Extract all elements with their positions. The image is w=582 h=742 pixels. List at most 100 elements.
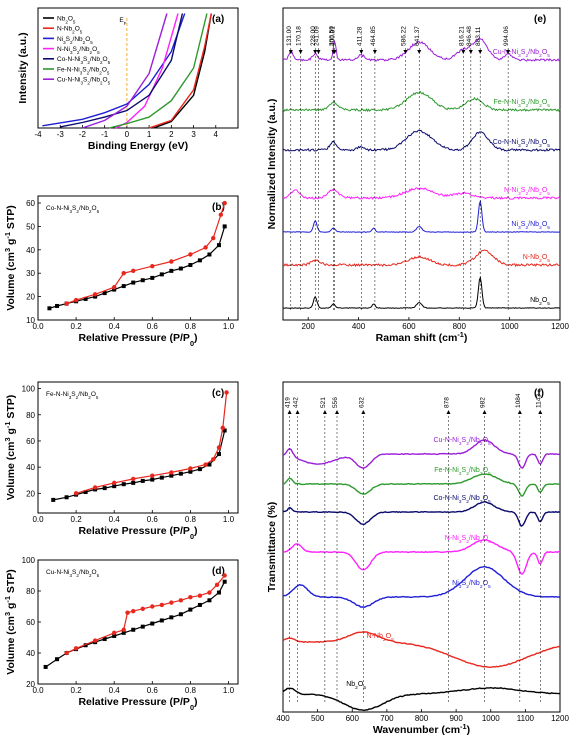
panel-d-tag: (d) [212,566,225,577]
text-span: -1 [3,422,12,429]
text-span: -1 [3,232,12,239]
x-tick-label: 0.0 [32,322,44,331]
text-span: 3 [69,573,72,578]
text-span: 2 [525,191,528,197]
x-tick-label: 0.6 [147,686,159,695]
text-span: Nb [346,681,355,688]
data-point [43,664,48,669]
text-span: Cu-N-Ni [434,437,460,444]
data-point [55,303,60,308]
text-span: 5 [108,80,111,85]
legend-label: Co-N-Ni3S2/Nb2O5 [57,56,111,64]
text-span: 2 [355,685,358,691]
text-span: Fe-N-Ni [434,467,459,474]
text-span: O [103,56,108,63]
panel-d-sample-label: Cu-N-Ni3S2/Nb2O5 [46,569,100,578]
text-span: Relative Pressure (P/P [78,696,189,708]
panel-e-series: Cu-N-Ni3S2/Nb2O5Fe-N-Ni3S2/Nb2O5Co-N-Ni3… [282,37,561,309]
panel-e-tag: (e) [534,14,546,25]
text-span: 5 [363,685,366,691]
text-span: 2 [90,50,93,55]
text-span: ) [194,332,198,344]
text-span: 2 [539,103,542,109]
text-span: E [119,17,124,24]
text-span: 5 [547,143,550,149]
panel-a-x-label: Binding Energy (eV) [88,140,188,152]
data-point [121,627,126,632]
data-point [131,627,136,632]
x-tick-label: -4 [34,130,42,139]
panel-a-tag: (a) [212,14,224,25]
text-span: 5 [391,637,394,643]
x-tick-label: 800 [415,714,429,723]
text-span: Fe-N-Ni [57,66,80,73]
series-line [283,276,561,309]
series-label: Cu-N-Ni3S2/Nb2O5 [434,437,492,447]
text-span: S [462,580,467,587]
text-span: 2 [539,191,542,197]
text-span: N-Nb [367,633,383,640]
series-label: N-Nb2O5 [523,254,551,264]
text-span: Cu-N-Ni [493,49,519,56]
series-label: N-Ni3S2/Nb2O5 [445,535,491,545]
peak-arrow-icon [316,50,321,54]
x-tick-label: 0.2 [71,515,83,524]
data-point [83,490,88,495]
panel-a-y-label: Intensity (a.u.) [17,32,29,103]
data-point [150,604,155,609]
peak-label: 241.09 [314,26,321,46]
peak-arrow-icon [468,50,473,54]
text-span: N-Nb [523,254,539,261]
text-span: 2 [89,573,92,578]
data-point [216,452,221,457]
x-tick-label: 0.4 [109,686,121,695]
data-point [102,291,107,296]
peak-label: 131.00 [286,26,293,46]
panel-c-frame [37,381,239,514]
peak-label: 883.11 [475,26,482,46]
peak-label: 994.06 [503,26,510,46]
text-span: 2 [65,19,68,24]
text-span: /Nb [528,187,539,194]
series-label: Nb2O5 [346,681,366,691]
text-span: O [102,66,107,73]
text-span: Co-N-Ni [46,205,69,212]
legend-label: Ni3S2/Nb2O5 [57,36,93,45]
data-point [218,212,224,217]
y-tick-label: 100 [22,556,36,565]
peak-label: 632 [358,397,365,408]
data-point [222,579,227,584]
text-span: S [83,77,88,84]
text-span: S [521,187,526,194]
peak-label: 464.85 [370,26,377,46]
data-point [112,633,117,638]
legend-label: Cu-N-Ni3S2/Nb2O5 [57,77,111,86]
text-span: 2 [100,60,103,65]
peak-arrow-icon [313,50,318,54]
text-span: S [521,49,526,56]
x-tick-label: 1000 [501,322,519,331]
text-span: O [68,15,73,22]
panel-e-frame [282,7,561,321]
data-point [121,482,126,487]
x-tick-label: -3 [57,130,65,139]
text-span: -1 [460,722,467,731]
data-point [111,480,117,486]
text-span: Intensity (a.u.) [17,32,29,103]
series-label: Cu-N-Ni3S2/Nb2O5 [493,49,551,59]
text-span: 2 [480,441,483,447]
peak-arrow-icon [295,410,300,414]
text-span: S [462,535,467,542]
x-tick-label: 1200 [551,714,569,723]
text-span: 2 [87,70,90,75]
y-tick-label: 30 [26,269,35,278]
isotherm-desorption [73,390,229,496]
series-line [282,90,561,113]
text-span: -1 [3,596,12,603]
panel-d-frame [37,559,239,685]
data-point [150,621,155,626]
series-line [282,249,561,268]
data-point [207,598,212,603]
panel-d-x-label: Relative Pressure (P/P0) [78,696,197,712]
text-span: S [83,56,88,63]
